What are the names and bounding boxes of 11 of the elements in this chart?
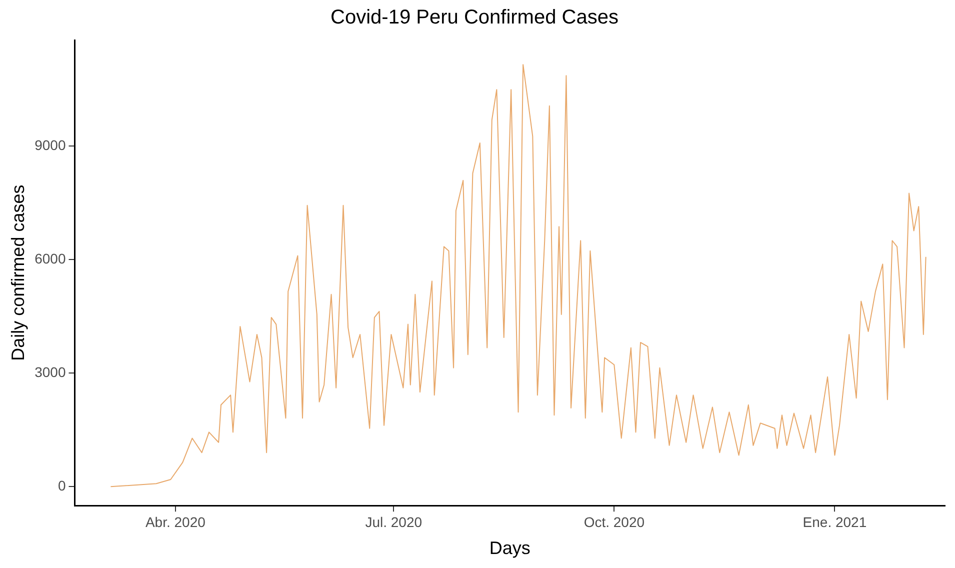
- y-tick-label: 3000: [34, 364, 66, 380]
- y-tick-label: 0: [58, 478, 66, 494]
- x-tick-label: Oct. 2020: [584, 514, 645, 530]
- y-tick-label: 6000: [34, 250, 66, 266]
- y-tick-label: 9000: [34, 136, 66, 153]
- y-axis-title: Daily confirmed cases: [8, 184, 28, 361]
- x-axis-title: Days: [489, 538, 530, 558]
- x-tick-label: Jul. 2020: [365, 514, 422, 530]
- x-tick-label: Ene. 2021: [802, 514, 867, 530]
- chart-title: Covid-19 Peru Confirmed Cases: [330, 6, 618, 29]
- x-tick-label: Abr. 2020: [145, 514, 206, 530]
